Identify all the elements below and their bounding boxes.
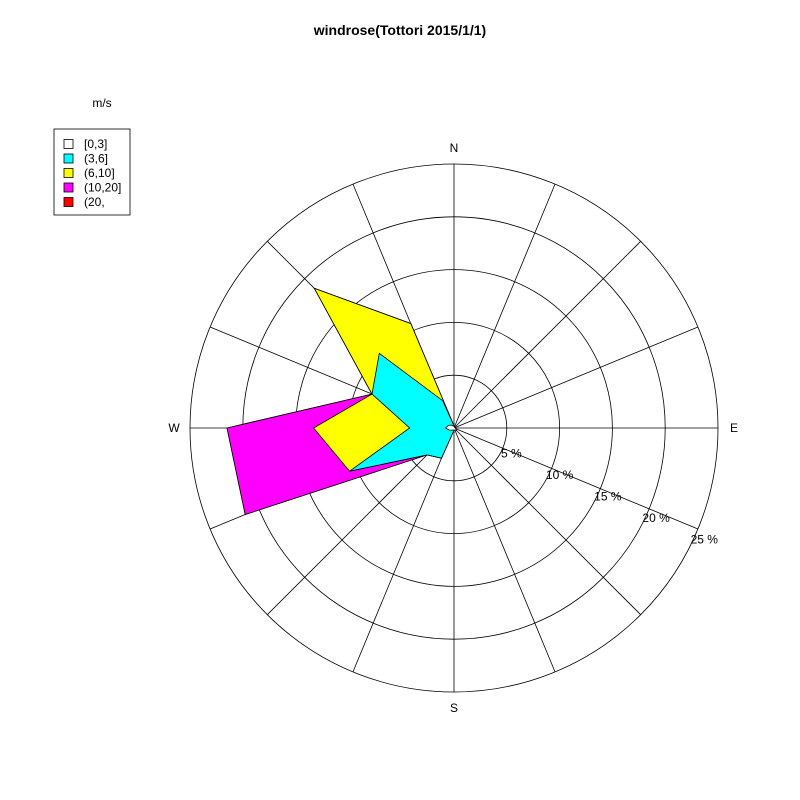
compass-label-S: S <box>450 701 458 715</box>
ring-label-3: 15 % <box>594 489 622 503</box>
legend: [0,3](3,6](6,10](10,20](20, <box>53 128 131 216</box>
legend-label-3: (6,10] <box>84 166 115 180</box>
legend-label-4: (10,20] <box>84 181 121 195</box>
spoke-ESE <box>453 427 699 530</box>
compass-label-W: W <box>168 421 180 435</box>
spoke-NE <box>453 241 641 429</box>
unit-label: m/s <box>92 96 111 110</box>
spoke-SE <box>453 427 641 615</box>
legend-label-1: [0,3] <box>84 137 107 151</box>
legend-swatch-5 <box>63 197 74 207</box>
spoke-SSE <box>453 427 556 673</box>
compass-label-E: E <box>730 421 738 435</box>
ring-label-4: 20 % <box>642 511 670 525</box>
ring-label-2: 10 % <box>546 468 574 482</box>
axis-labels: N E S W 5 % 10 % 15 % 20 % 25 % <box>168 141 738 715</box>
series-0-3 <box>444 424 457 431</box>
chart-title: windrose(Tottori 2015/1/1) <box>313 22 486 38</box>
legend-label-5: (20, <box>84 195 105 209</box>
spoke-ENE <box>453 326 699 429</box>
spoke-NNE <box>453 183 556 429</box>
spoke-SW <box>267 427 455 615</box>
wind-data <box>226 287 457 516</box>
legend-swatch-2 <box>63 153 74 164</box>
legend-swatch-4 <box>63 182 74 193</box>
legend-swatch-1 <box>63 139 74 149</box>
legend-label-2: (3,6] <box>84 152 108 166</box>
compass-label-N: N <box>450 141 459 155</box>
ring-label-5: 25 % <box>691 532 719 546</box>
ring-label-1: 5 % <box>501 447 522 461</box>
spoke-SSW <box>352 427 455 673</box>
legend-swatch-3 <box>63 168 74 178</box>
